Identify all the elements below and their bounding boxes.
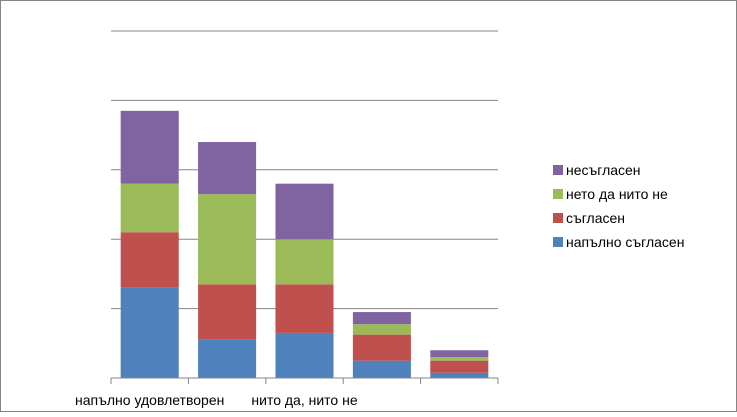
bar-segment-3-series-1	[275, 332, 334, 378]
legend-label: съгласен	[566, 210, 625, 226]
legend-swatch	[553, 213, 563, 223]
bar-segment-2-series-2	[198, 284, 257, 340]
x-tick-label: напълно удовлетворен	[75, 392, 224, 408]
bar-segment-1-series-4	[120, 110, 179, 184]
bar-segment-2-series-4	[198, 142, 257, 195]
legend-swatch	[553, 237, 563, 247]
legend-swatch	[553, 165, 563, 175]
bar-segment-3-series-4	[275, 183, 334, 240]
bar-segment-4-series-3	[352, 324, 411, 335]
bar-segment-1-series-2	[120, 232, 179, 288]
bar-segment-3-series-3	[275, 239, 334, 285]
bar-segment-1-series-1	[120, 287, 179, 378]
bar-segment-2-series-1	[198, 339, 257, 378]
bar-segment-2-series-3	[198, 194, 257, 285]
bar-segment-3-series-2	[275, 284, 334, 333]
bar-segment-4-series-2	[352, 334, 411, 361]
bar-segment-4-series-1	[352, 360, 411, 378]
legend-swatch	[553, 189, 563, 199]
bars	[120, 110, 489, 378]
legend-item: нето да нито не	[553, 186, 668, 202]
bar-segment-1-series-3	[120, 183, 179, 233]
legend-label: несъгласен	[566, 162, 641, 178]
bar-segment-5-series-1	[430, 372, 489, 378]
bar-segment-5-series-3	[430, 357, 489, 361]
legend-item: несъгласен	[553, 162, 641, 178]
legend-item: съгласен	[553, 210, 625, 226]
legend-label: напълно съгласен	[566, 234, 684, 250]
legend-label: нето да нито не	[566, 186, 668, 202]
bar-segment-5-series-2	[430, 360, 489, 373]
legend: несъгласен нето да нито не съгласен напълно…	[553, 162, 684, 250]
x-axis-ticks	[110, 378, 499, 384]
bar-segment-4-series-4	[352, 312, 411, 325]
x-tick-label: нито да, нито не	[251, 392, 357, 408]
x-axis-labels: напълно удовлетворен нито да, нито не	[75, 392, 358, 408]
bar-segment-5-series-4	[430, 350, 489, 358]
legend-item: напълно съгласен	[553, 234, 684, 250]
